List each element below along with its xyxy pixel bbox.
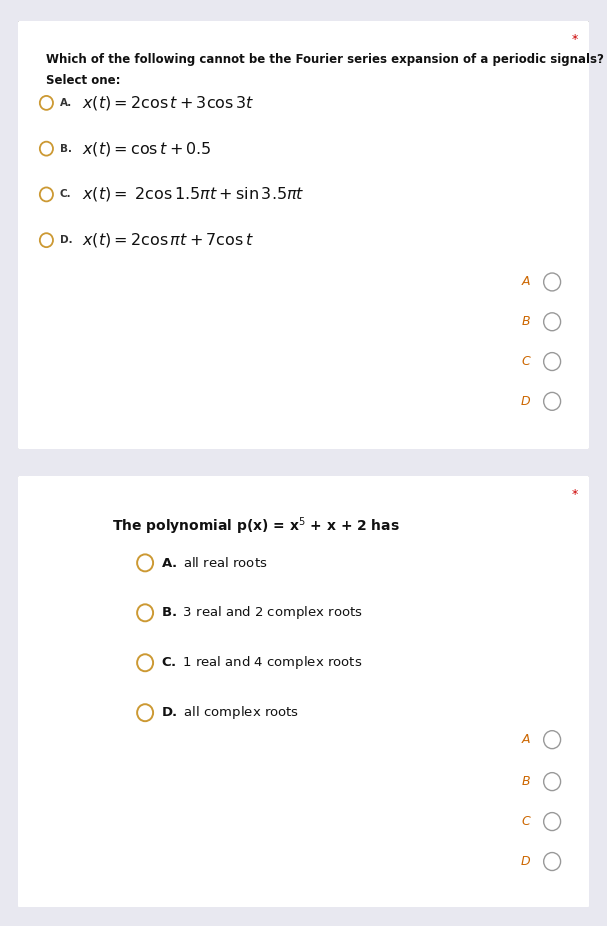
Text: D: D [521, 855, 531, 868]
Text: A.: A. [59, 98, 72, 108]
FancyBboxPatch shape [17, 20, 590, 450]
Text: $x(t) =\;  2\cos 1.5\pi t + \sin 3.5\pi t$: $x(t) =\; 2\cos 1.5\pi t + \sin 3.5\pi t… [82, 185, 305, 204]
Text: $x(t) = 2\cos t + 3\cos 3t$: $x(t) = 2\cos t + 3\cos 3t$ [82, 94, 255, 112]
Text: C.: C. [59, 190, 71, 199]
Text: $x(t) = 2\cos \pi t + 7\cos t$: $x(t) = 2\cos \pi t + 7\cos t$ [82, 232, 254, 249]
Text: $x(t) = \cos t + 0.5$: $x(t) = \cos t + 0.5$ [82, 140, 212, 157]
Text: A: A [522, 275, 531, 289]
Text: D.: D. [59, 235, 72, 245]
Text: C: C [522, 355, 531, 368]
Text: *: * [571, 488, 577, 501]
Text: $\mathbf{C.}$ 1 real and 4 complex roots: $\mathbf{C.}$ 1 real and 4 complex roots [161, 655, 362, 671]
Text: B: B [522, 775, 531, 788]
Text: $\mathbf{B.}$ 3 real and 2 complex roots: $\mathbf{B.}$ 3 real and 2 complex roots [161, 605, 363, 621]
FancyBboxPatch shape [17, 475, 590, 908]
Text: C: C [522, 815, 531, 828]
Text: $\mathbf{A.}$ all real roots: $\mathbf{A.}$ all real roots [161, 556, 268, 569]
Text: *: * [571, 33, 577, 46]
Text: A: A [522, 733, 531, 746]
Text: D: D [521, 394, 531, 407]
Text: Select one:: Select one: [46, 74, 121, 87]
Text: B.: B. [59, 144, 72, 154]
Text: The polynomial p(x) = x$^5$ + x + 2 has: The polynomial p(x) = x$^5$ + x + 2 has [112, 515, 400, 536]
Text: B: B [522, 315, 531, 328]
Text: $\mathbf{D.}$ all complex roots: $\mathbf{D.}$ all complex roots [161, 704, 299, 721]
Text: Which of the following cannot be the Fourier series expansion of a periodic sign: Which of the following cannot be the Fou… [46, 53, 605, 66]
